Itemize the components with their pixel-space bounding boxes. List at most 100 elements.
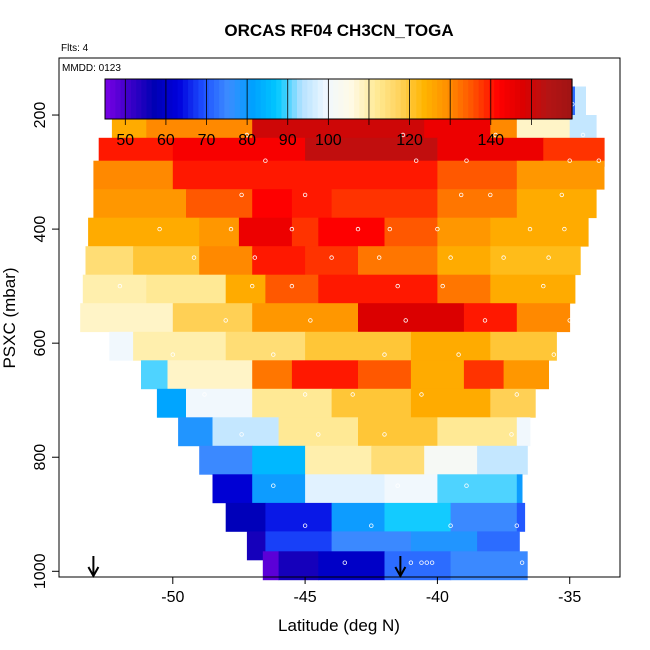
sample-point — [559, 192, 564, 198]
heatmap-cell — [358, 360, 412, 390]
sample-point — [429, 560, 435, 565]
heatmap-cell — [331, 502, 385, 532]
heatmap-cell — [437, 189, 518, 219]
heatmap-cell — [85, 246, 134, 276]
sample-point — [424, 560, 429, 565]
sample-point — [387, 226, 392, 232]
colorbar-swatch — [520, 79, 526, 119]
heatmap-cell — [291, 189, 332, 219]
colorbar-swatch — [338, 79, 345, 119]
colorbar-swatch — [312, 79, 319, 119]
heatmap-cell — [331, 189, 438, 219]
sample-point — [289, 283, 295, 289]
heatmap-cell — [410, 360, 465, 390]
heatmap-layers — [80, 86, 605, 581]
colorbar-swatch — [400, 79, 407, 119]
heatmap-cell — [252, 189, 293, 219]
colorbar-swatch — [307, 79, 314, 119]
colorbar-swatch — [488, 79, 495, 119]
heatmap-cell — [212, 417, 280, 447]
heatmap-cell — [186, 189, 253, 219]
sample-point — [459, 192, 464, 198]
heatmap-cell — [437, 217, 491, 247]
colorbar-swatch — [182, 79, 189, 119]
heatmap-cell — [490, 246, 581, 276]
colorbar-swatch — [239, 79, 246, 119]
heatmap-cell — [225, 331, 306, 361]
heatmap-cell — [178, 417, 213, 447]
heatmap-cell — [109, 331, 134, 361]
heatmap-cell — [490, 388, 536, 418]
sample-point — [514, 523, 519, 528]
x-tick-label: -40 — [426, 589, 449, 606]
sample-point — [170, 352, 175, 357]
sample-point — [382, 432, 387, 437]
heatmap-cell — [167, 360, 253, 390]
colorbar-tick-label: 80 — [238, 132, 256, 149]
arrow-head — [87, 566, 100, 579]
heatmap-cell — [358, 417, 438, 447]
colorbar-swatch — [296, 79, 303, 119]
colorbar-swatch — [457, 79, 464, 119]
colorbar-swatch — [328, 79, 334, 119]
colorbar-swatch — [509, 79, 516, 119]
heatmap-cell — [516, 417, 531, 447]
colorbar-swatch — [130, 79, 137, 119]
y-axis-label: PSXC (mbar) — [0, 267, 19, 368]
heatmap-cell — [516, 474, 523, 504]
heatmap-cell — [371, 445, 425, 475]
sample-point — [244, 132, 250, 138]
colorbar-swatch — [286, 79, 293, 119]
colorbar-swatch — [421, 79, 428, 119]
colorbar: 50 60 70 80 90 100 120 140 — [104, 78, 573, 149]
heatmap-cell — [172, 303, 253, 333]
colorbar-swatch — [219, 79, 225, 119]
colorbar-swatch — [546, 79, 552, 119]
sample-point — [567, 158, 572, 163]
sample-point — [464, 158, 469, 163]
heatmap-cell — [437, 474, 518, 504]
colorbar-swatch — [317, 79, 324, 119]
colorbar-swatch — [193, 79, 199, 119]
heatmap-cell — [199, 217, 240, 247]
heatmap-cell — [291, 360, 359, 390]
colorbar-swatch — [105, 79, 111, 119]
x-tick-label: -45 — [294, 589, 317, 606]
colorbar-swatch — [380, 79, 386, 119]
colorbar-swatch — [265, 79, 272, 119]
colorbar-swatch — [141, 79, 148, 119]
sample-point — [482, 318, 488, 323]
sample-point — [580, 132, 586, 138]
sample-point — [329, 255, 334, 260]
sample-point — [599, 132, 604, 138]
sample-point — [228, 226, 234, 232]
heatmap-cell — [437, 160, 518, 190]
heatmap-cell — [291, 217, 319, 247]
colorbar-swatch — [255, 79, 262, 119]
y-tick-label: 1000 — [32, 553, 49, 589]
heatmap-cell — [516, 160, 605, 190]
colorbar-swatch — [213, 79, 220, 119]
colorbar-swatch — [364, 79, 371, 119]
sample-point — [408, 560, 414, 565]
flights-note: Flts: 4 — [61, 43, 89, 54]
colorbar-swatch — [535, 79, 542, 119]
colorbar-swatch — [504, 79, 511, 119]
colorbar-tick-label: 90 — [279, 132, 297, 149]
heatmap-cell — [156, 388, 187, 418]
heatmap-cell — [93, 189, 187, 219]
heatmap-cell — [318, 274, 438, 304]
colorbar-swatch — [271, 79, 277, 119]
y-tick-label: 400 — [32, 216, 49, 243]
sample-point — [501, 255, 506, 260]
colorbar-swatch — [110, 79, 116, 119]
chart-title: ORCAS RF04 CH3CN_TOGA — [224, 21, 453, 40]
heatmap-cell — [450, 551, 528, 581]
heatmap-cell — [463, 360, 504, 390]
sample-point — [308, 318, 313, 323]
colorbar-swatch — [540, 79, 547, 119]
sample-point — [342, 560, 347, 565]
sample-point — [546, 255, 551, 260]
x-tick-label: -50 — [161, 589, 184, 606]
